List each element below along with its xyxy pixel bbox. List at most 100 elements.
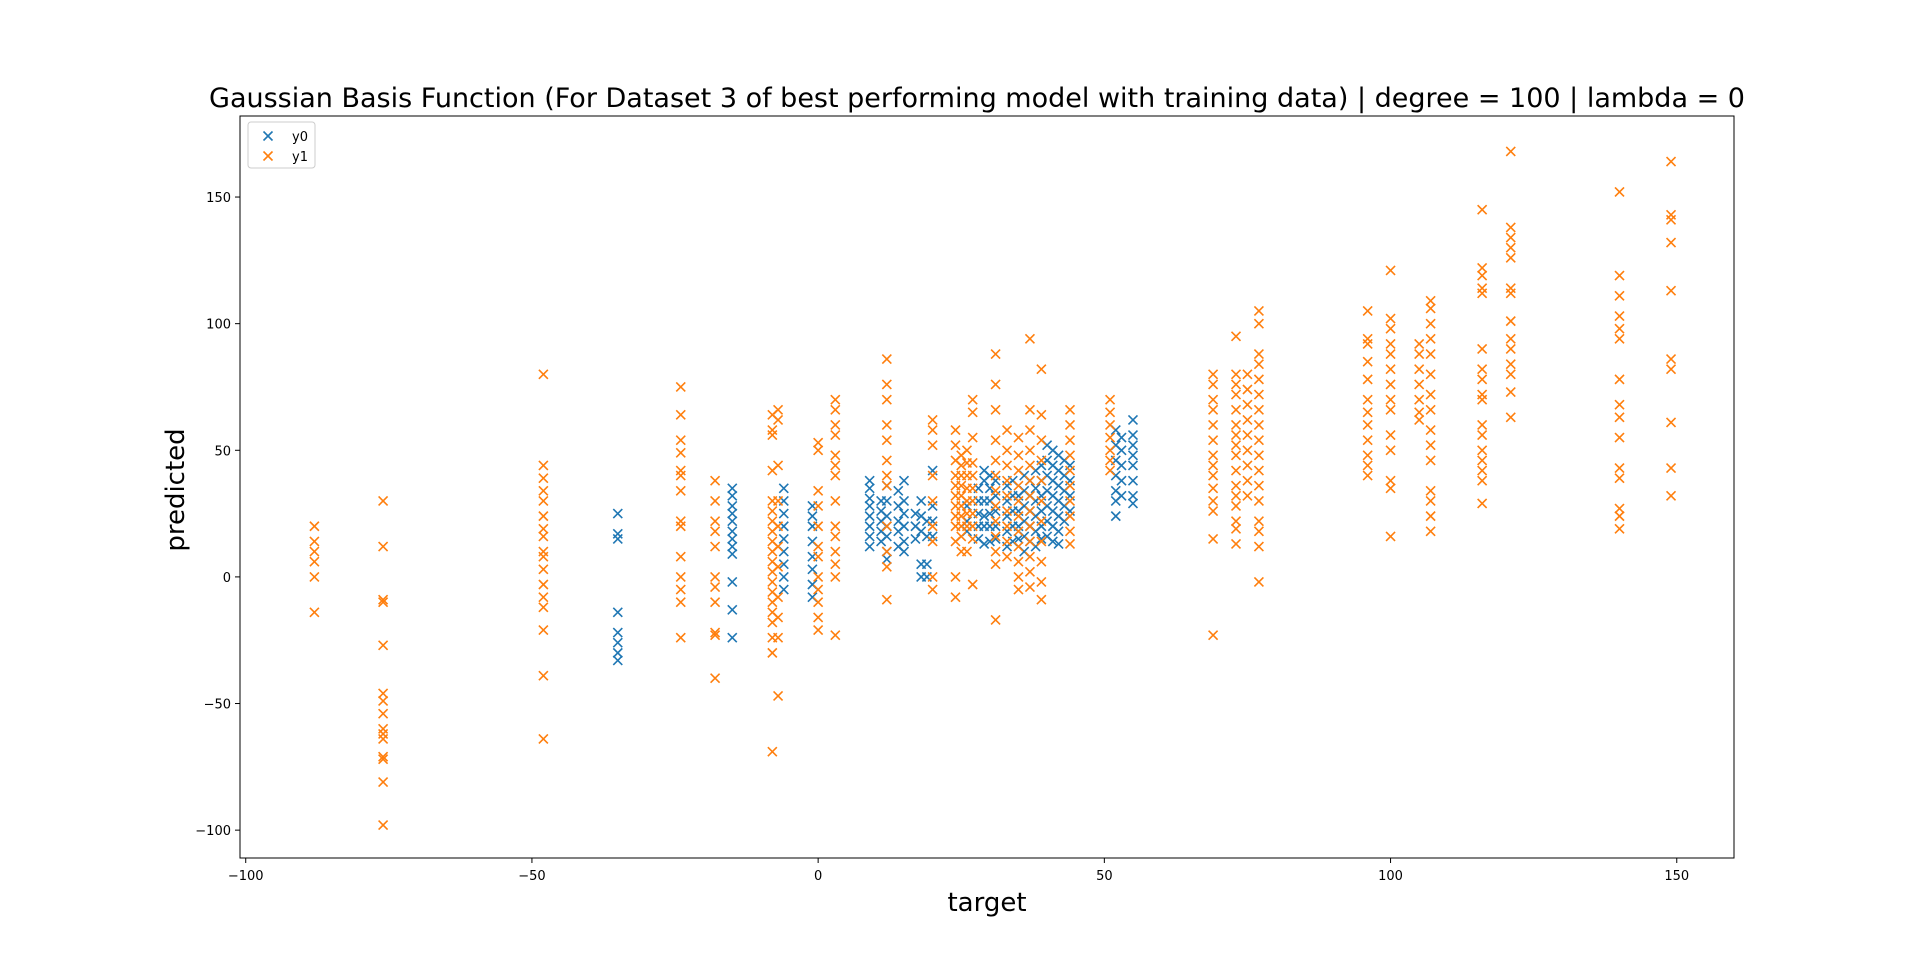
data-point-y1	[710, 673, 721, 684]
data-point-y1	[1477, 445, 1488, 456]
data-point-y1	[1425, 455, 1436, 466]
data-point-y1	[1001, 424, 1013, 436]
data-point-y1	[1064, 465, 1076, 476]
data-point-y1	[378, 751, 389, 762]
data-point-y1	[1425, 404, 1436, 415]
data-point-y1	[378, 597, 389, 608]
data-point-y1	[1425, 526, 1436, 537]
series-y1	[309, 146, 1677, 831]
data-point-y0	[1116, 432, 1127, 443]
data-point-y1	[538, 523, 549, 534]
data-point-y1	[1064, 511, 1076, 522]
data-point-y1	[813, 485, 824, 496]
data-point-y1	[967, 394, 978, 405]
data-point-y1	[1505, 222, 1516, 233]
data-point-y1	[1477, 262, 1488, 274]
points-layer	[309, 146, 1677, 831]
data-point-y1	[1208, 483, 1219, 494]
data-point-y1	[1013, 571, 1024, 582]
data-point-y1	[813, 625, 824, 636]
data-point-y1	[927, 440, 938, 451]
data-point-y1	[1230, 516, 1242, 527]
data-point-y0	[727, 483, 738, 494]
data-point-y1	[1230, 500, 1242, 512]
data-point-y1	[830, 559, 841, 570]
data-point-y1	[1242, 490, 1253, 501]
data-point-y1	[1665, 354, 1677, 365]
data-point-y1	[830, 419, 841, 431]
data-point-y1	[1385, 531, 1396, 542]
data-point-y1	[1425, 511, 1436, 522]
legend-label-y0: y0	[292, 130, 308, 145]
y-tick-label: 50	[214, 444, 231, 459]
data-point-y0	[1127, 440, 1139, 451]
data-point-y1	[1064, 495, 1076, 506]
data-point-y1	[710, 571, 721, 582]
data-point-y1	[927, 571, 938, 582]
data-point-y1	[1208, 369, 1219, 380]
data-point-y1	[1230, 331, 1242, 342]
data-point-y1	[1425, 389, 1436, 400]
data-point-y1	[1253, 305, 1264, 317]
y-tick-label: 0	[223, 571, 231, 586]
data-point-y1	[1414, 407, 1425, 418]
data-point-y1	[1477, 430, 1488, 441]
data-point-y1	[967, 407, 978, 418]
data-point-y1	[881, 435, 892, 446]
data-point-y1	[950, 424, 961, 436]
data-point-y0	[881, 495, 892, 506]
data-point-y1	[773, 521, 784, 532]
data-point-y0	[916, 495, 927, 506]
data-point-y1	[710, 495, 721, 506]
data-point-y1	[538, 473, 549, 484]
data-point-y1	[1013, 495, 1024, 506]
y-tick-label: 150	[206, 191, 231, 206]
data-point-y0	[984, 483, 995, 494]
data-point-y1	[675, 597, 686, 608]
data-point-y1	[710, 630, 721, 641]
data-point-y0	[881, 531, 892, 542]
y-axis-ticks: −100 −50 0 50 100 150	[195, 191, 240, 839]
chart-title: Gaussian Basis Function (For Dataset 3 o…	[209, 83, 1745, 114]
data-point-y1	[1385, 483, 1396, 494]
data-point-y1	[1253, 318, 1264, 329]
data-point-y1	[961, 445, 973, 456]
data-point-y1	[1253, 526, 1264, 537]
data-point-y1	[813, 500, 824, 512]
data-point-y1	[675, 571, 686, 582]
data-point-y1	[1362, 450, 1373, 461]
data-point-y1	[1230, 430, 1242, 441]
data-point-y0	[727, 541, 738, 552]
data-point-y1	[538, 495, 549, 506]
data-point-y1	[675, 447, 686, 458]
data-point-y0	[1116, 475, 1127, 486]
data-point-y1	[1001, 505, 1013, 517]
x-tick-label: −50	[518, 869, 545, 884]
legend-label-y1: y1	[292, 150, 308, 165]
data-point-y1	[1665, 490, 1677, 501]
data-point-y1	[1425, 424, 1436, 436]
data-point-y1	[1001, 475, 1013, 486]
data-point-y1	[1253, 389, 1264, 400]
data-point-y0	[727, 533, 738, 544]
data-point-y1	[1208, 394, 1219, 405]
data-point-y1	[967, 521, 978, 532]
data-point-y1	[1230, 440, 1242, 451]
data-point-y1	[538, 579, 549, 590]
data-point-y1	[830, 460, 841, 471]
data-point-y1	[378, 688, 389, 699]
data-point-y1	[881, 455, 892, 466]
data-point-y1	[1425, 485, 1436, 496]
data-point-y1	[309, 521, 320, 532]
data-point-y1	[378, 776, 389, 788]
data-point-y1	[1385, 364, 1396, 375]
data-point-y0	[984, 508, 995, 519]
data-point-y1	[967, 432, 978, 443]
data-point-y1	[1614, 399, 1625, 410]
data-point-y1	[1253, 576, 1264, 588]
data-point-y1	[767, 430, 778, 441]
data-point-y1	[675, 409, 686, 420]
data-point-y1	[1024, 460, 1035, 471]
data-point-y0	[727, 516, 738, 527]
data-point-y1	[1036, 475, 1047, 486]
